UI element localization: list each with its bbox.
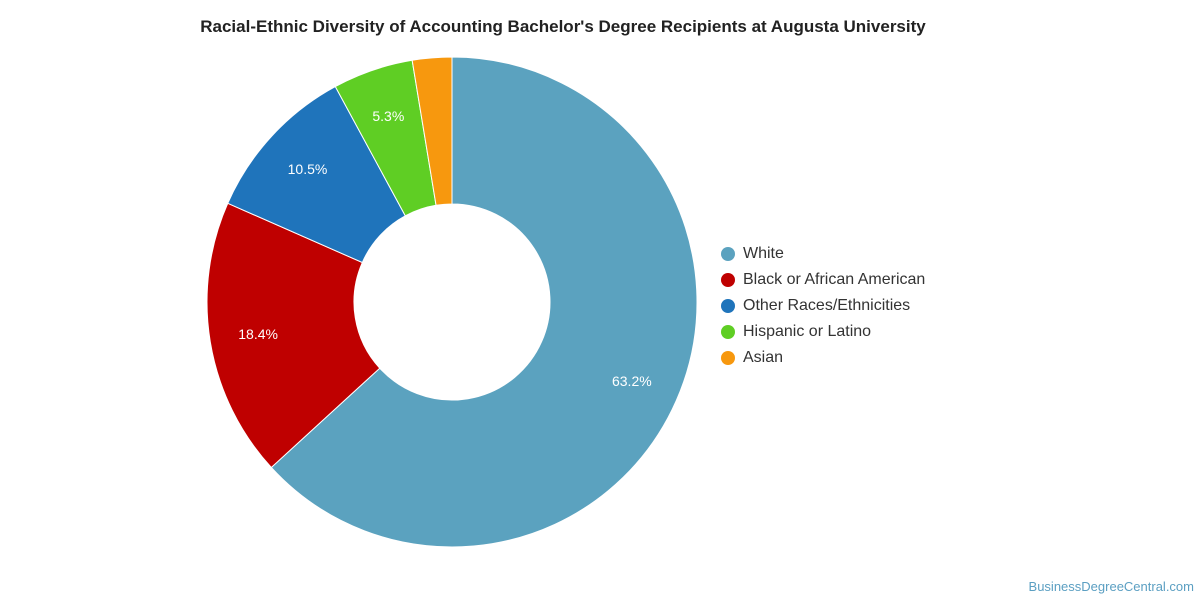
legend-item[interactable]: Asian — [721, 345, 925, 371]
slice-label: 63.2% — [612, 373, 652, 389]
chart-legend: White Black or African American Other Race… — [721, 241, 925, 371]
slice-label: 10.5% — [288, 161, 328, 177]
legend-item[interactable]: Hispanic or Latino — [721, 319, 925, 345]
legend-item[interactable]: Other Races/Ethnicities — [721, 293, 925, 319]
slice-other-races-ethnicities[interactable] — [227, 85, 407, 264]
legend-label: Hispanic or Latino — [743, 323, 872, 340]
legend-marker-icon — [721, 351, 735, 365]
slice-black-or-african-american[interactable] — [206, 202, 381, 469]
legend-label: Other Races/Ethnicities — [743, 297, 911, 314]
legend-item[interactable]: Black or African American — [721, 267, 925, 293]
chart-title: Racial-Ethnic Diversity of Accounting Ba… — [200, 17, 926, 36]
legend-marker-icon — [721, 325, 735, 339]
legend-label: Black or African American — [743, 271, 926, 288]
slice-label: 18.4% — [238, 326, 278, 342]
legend-marker-icon — [721, 299, 735, 313]
legend-marker-icon — [721, 273, 735, 287]
slice-asian[interactable] — [411, 56, 453, 206]
slice-white[interactable] — [270, 56, 698, 548]
legend-label: White — [743, 245, 784, 262]
watermark[interactable]: BusinessDegreeCentral.com — [1028, 579, 1194, 594]
legend-label: Asian — [743, 349, 784, 366]
legend-marker-icon — [721, 247, 735, 261]
slice-label: 5.3% — [372, 108, 404, 124]
legend-item[interactable]: White — [721, 241, 925, 267]
